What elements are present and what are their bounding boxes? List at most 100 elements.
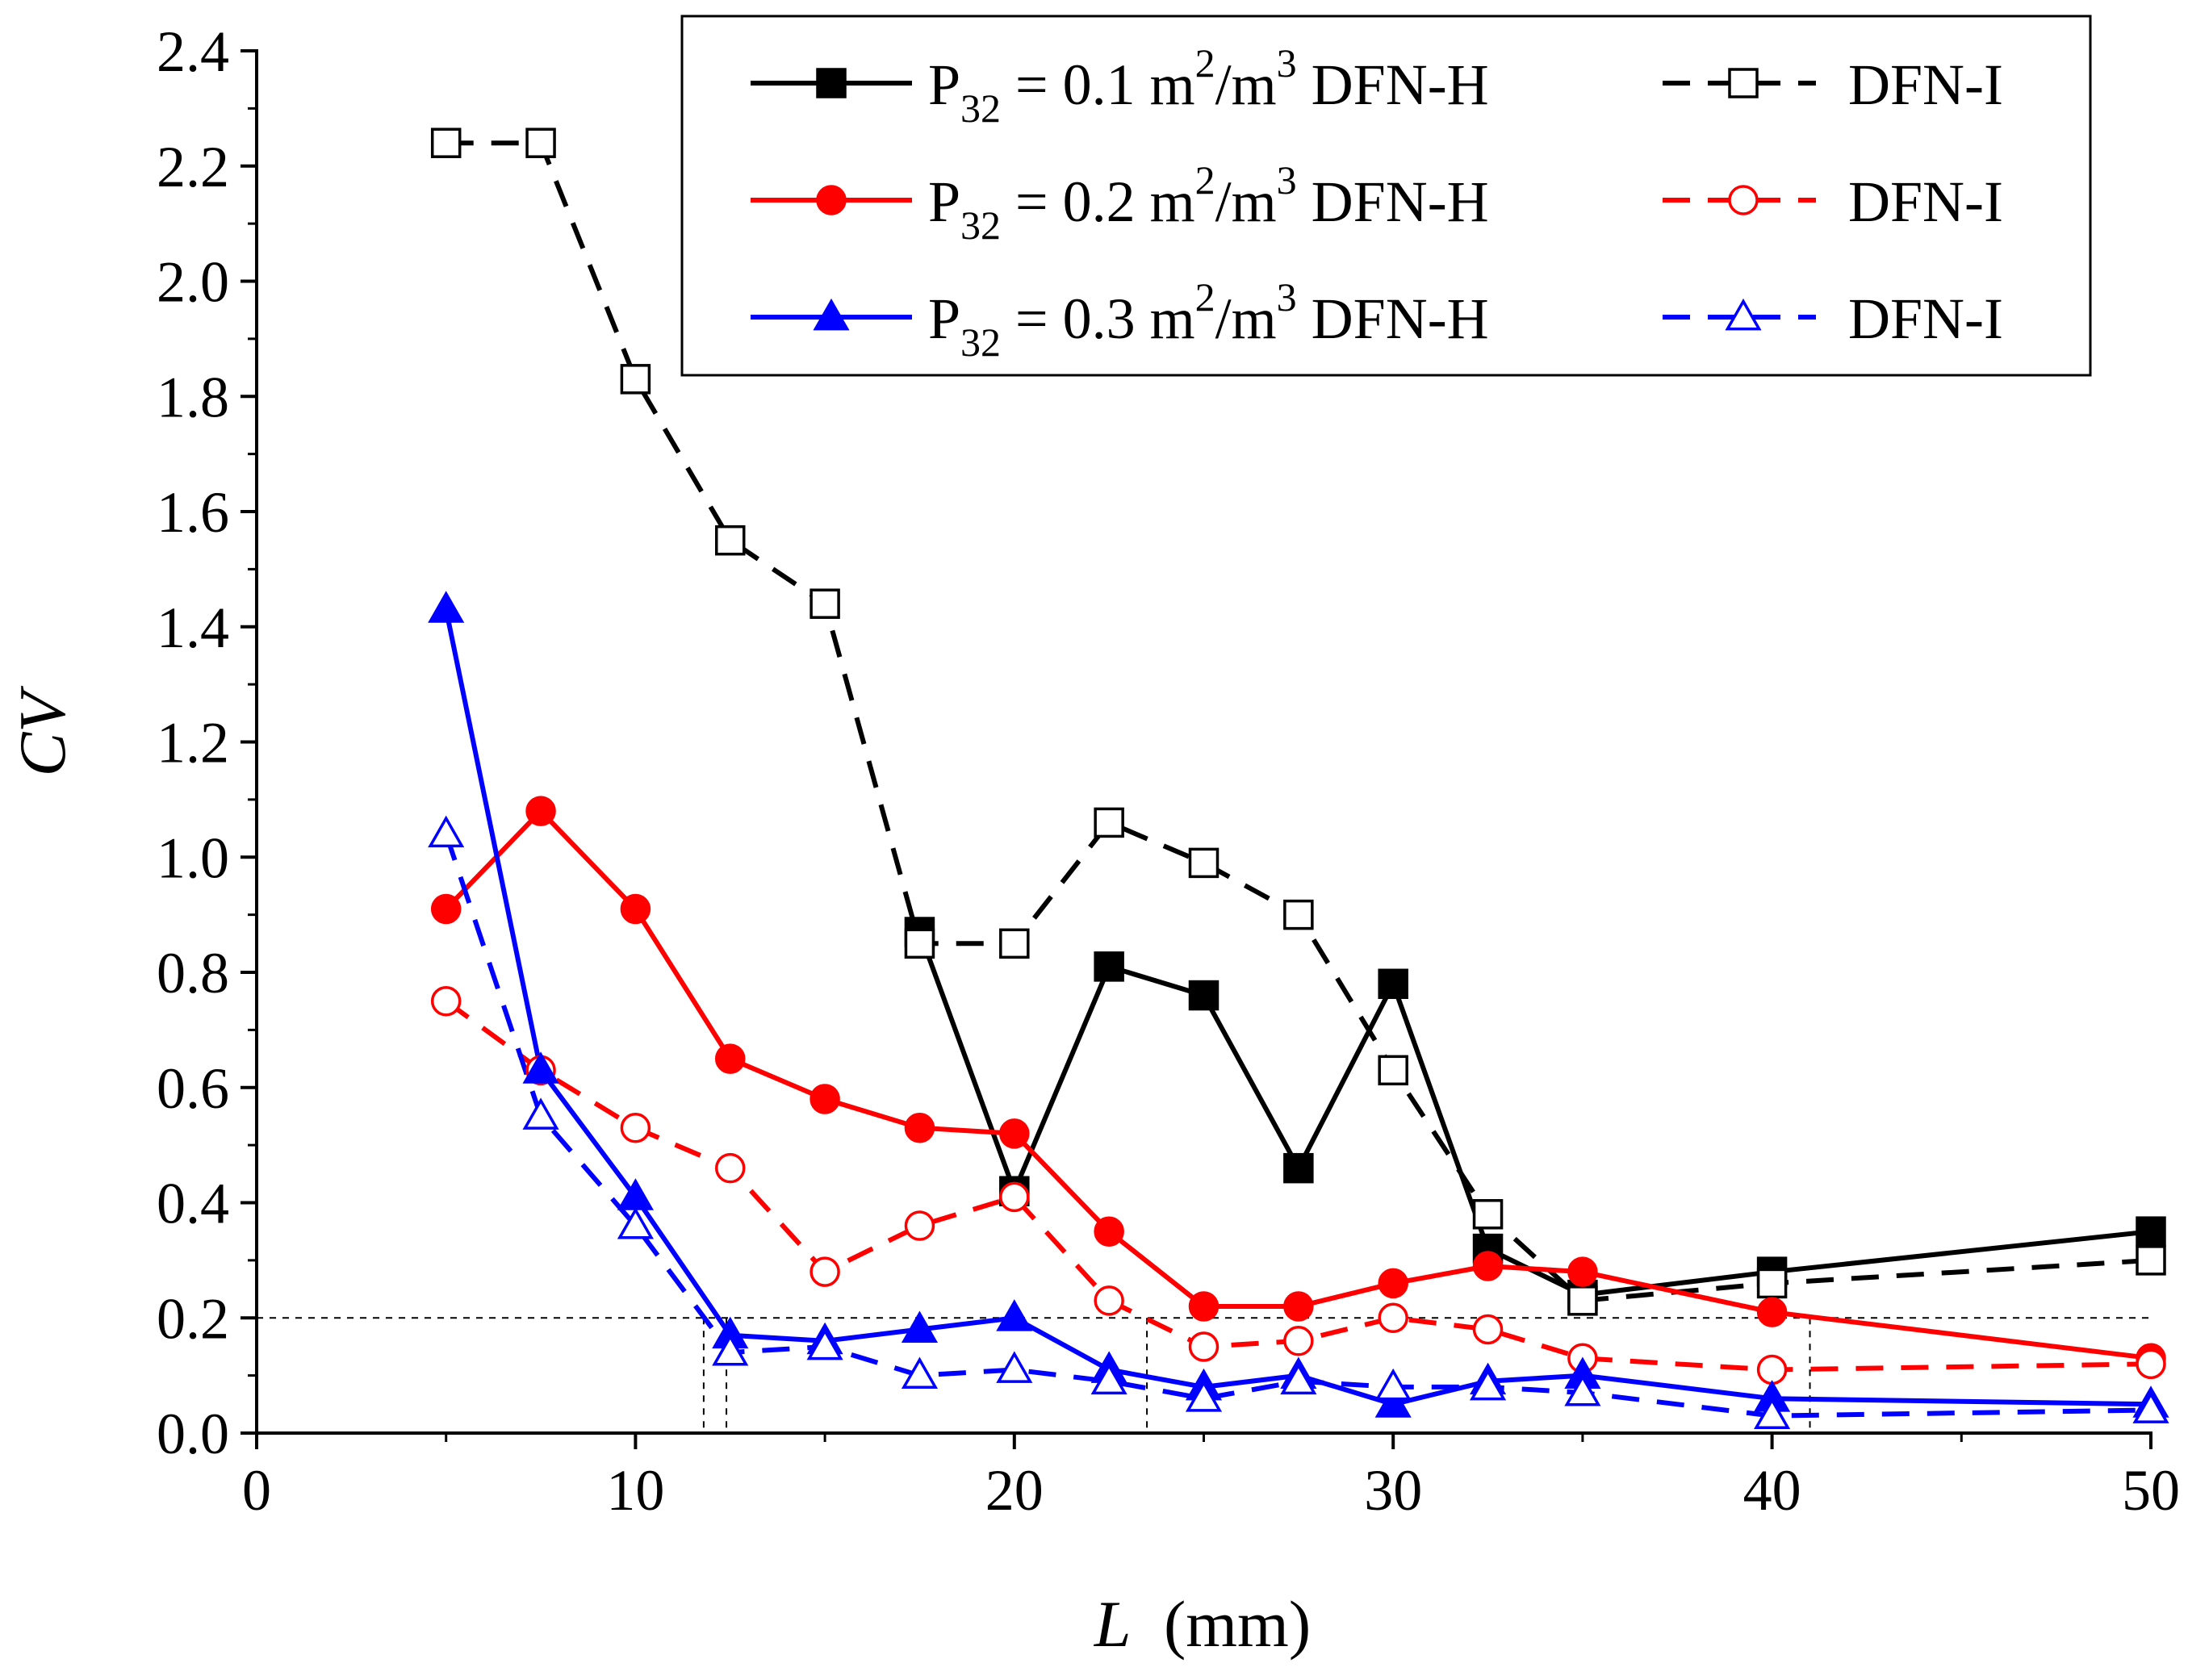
data-point-s3-7	[1094, 1285, 1124, 1316]
legend-frame	[680, 15, 2092, 377]
legend-label-0-sub: 32	[960, 86, 1001, 131]
data-point-s1-5	[904, 928, 935, 959]
data-point-s1-1	[525, 127, 556, 158]
data-point-s0-5	[1378, 968, 1408, 1000]
y-tick-label-5: 1.0	[157, 825, 229, 890]
data-point-s4-10	[1374, 1385, 1412, 1418]
data-point-s5-12	[1564, 1373, 1601, 1406]
series-line-2	[444, 809, 2152, 1361]
series-markers	[428, 127, 2169, 1429]
data-point-s0-3	[1188, 980, 1220, 1011]
data-point-s4-1	[522, 1051, 559, 1084]
y-tick-label-1: 0.2	[157, 1286, 229, 1351]
data-point-s5-9	[1280, 1362, 1317, 1395]
y-tick-label-3: 0.6	[157, 1056, 229, 1121]
legend-label-1: P32 = 0.2 m2/m3 DFN-H	[928, 157, 1489, 248]
data-point-s0-9	[2136, 1216, 2166, 1247]
y-tick-label-2: 0.4	[157, 1172, 229, 1236]
data-point-s2-5	[904, 1112, 935, 1143]
data-point-s3-5	[904, 1210, 935, 1241]
data-point-s1-4	[810, 588, 840, 619]
data-point-s2-4	[810, 1084, 840, 1114]
data-point-s1-11	[1472, 1199, 1504, 1230]
data-point-s5-3	[712, 1333, 749, 1366]
y-tick-label-11: 2.2	[157, 135, 229, 199]
data-point-s4-6	[996, 1299, 1033, 1331]
legend-label-0-value: = 0.1 m	[1001, 52, 1195, 117]
data-point-s1-6	[999, 928, 1030, 959]
data-point-s3-8	[1188, 1331, 1220, 1362]
x-tick-label-1: 10	[606, 1458, 664, 1523]
data-point-s3-10	[1378, 1302, 1408, 1333]
legend-label-1-solid_name: DFN-H	[1297, 169, 1489, 234]
legend-label-2-sub: 32	[960, 320, 1001, 365]
data-point-s2-6	[999, 1118, 1030, 1149]
data-point-s5-1	[522, 1097, 559, 1130]
x-tick-label-2: 20	[985, 1458, 1044, 1523]
data-point-s2-11	[1472, 1251, 1504, 1281]
legend-marker-solid-1	[816, 185, 847, 215]
legend-label-0-unit_mid: /m	[1215, 52, 1277, 117]
legend-label-2-value: = 0.3 m	[1001, 286, 1195, 351]
y-tick-label-12: 2.4	[157, 19, 229, 84]
data-point-s5-0	[428, 815, 465, 848]
data-point-s2-13	[1756, 1297, 1788, 1327]
data-point-s2-0	[430, 893, 462, 925]
data-point-s5-7	[1090, 1362, 1127, 1395]
legend-marker-dashed-0	[1728, 68, 1759, 98]
data-point-s5-5	[901, 1356, 939, 1390]
legend-label-1-prefix: P	[928, 169, 960, 234]
legend-label-dashed-2: DFN-I	[1848, 286, 2003, 351]
legend-marker-dashed-2	[1725, 298, 1762, 331]
data-point-s3-9	[1283, 1326, 1314, 1356]
y-tick-label-9: 1.8	[157, 365, 229, 429]
data-point-s5-8	[1185, 1380, 1223, 1412]
y-tick-label-10: 2.0	[157, 250, 229, 315]
data-point-s4-5	[901, 1310, 939, 1343]
x-tick-label-4: 40	[1743, 1458, 1801, 1523]
series-line-0	[917, 930, 2152, 1298]
legend-label-dashed-0: DFN-I	[1848, 52, 2003, 117]
data-point-s2-12	[1567, 1256, 1598, 1287]
legend-label-2-prefix: P	[928, 286, 960, 351]
legend-label-0-sup1: 2	[1195, 40, 1215, 86]
legend-label-2: P32 = 0.3 m2/m3 DFN-H	[928, 274, 1489, 365]
data-point-s5-10	[1374, 1368, 1412, 1401]
legend-label-0-solid_name: DFN-H	[1297, 52, 1489, 117]
data-point-s1-12	[1567, 1285, 1598, 1316]
legend-label-1-sup1: 2	[1195, 157, 1215, 203]
data-point-s2-9	[1283, 1291, 1314, 1322]
data-point-s4-0	[428, 591, 465, 623]
data-point-s5-11	[1469, 1368, 1507, 1401]
data-point-s3-6	[999, 1181, 1030, 1213]
x-tick-label-5: 50	[2122, 1458, 2180, 1523]
series-line-4	[443, 608, 2152, 1407]
legend-label-1-sub: 32	[960, 203, 1001, 248]
legend-label-2-unit_mid: /m	[1215, 286, 1277, 351]
data-point-s1-10	[1378, 1055, 1408, 1086]
data-point-s1-7	[1094, 807, 1124, 838]
legend-label-2-solid_name: DFN-H	[1297, 286, 1489, 351]
data-point-s5-14	[2132, 1391, 2169, 1423]
data-point-s3-14	[2136, 1348, 2166, 1380]
legend-label-0-sup2: 3	[1277, 40, 1297, 86]
legend-label-2-sup2: 3	[1277, 274, 1297, 320]
data-point-s1-8	[1188, 847, 1220, 879]
y-tick-label-8: 1.6	[157, 480, 229, 545]
data-point-s0-4	[1283, 1152, 1314, 1184]
data-point-s1-9	[1283, 899, 1314, 930]
data-point-s5-6	[996, 1351, 1033, 1383]
data-point-s3-3	[715, 1152, 746, 1184]
legend-label-2-sup1: 2	[1195, 274, 1215, 320]
data-point-s3-2	[620, 1112, 651, 1143]
data-point-s1-2	[620, 364, 651, 395]
legend-label-0-prefix: P	[928, 52, 960, 117]
y-tick-label-6: 1.2	[157, 711, 229, 775]
data-point-s5-2	[617, 1206, 654, 1239]
legend-label-1-unit_mid: /m	[1215, 169, 1277, 234]
data-point-s1-3	[715, 524, 746, 556]
axis-ticks: 0.0 0.2 0.4 0.6 0.8 1.0 1.2 1.4 1.6 1.8 2.0 2.2 2.4 0…	[157, 19, 2180, 1523]
y-tick-label-0: 0.0	[157, 1402, 229, 1466]
